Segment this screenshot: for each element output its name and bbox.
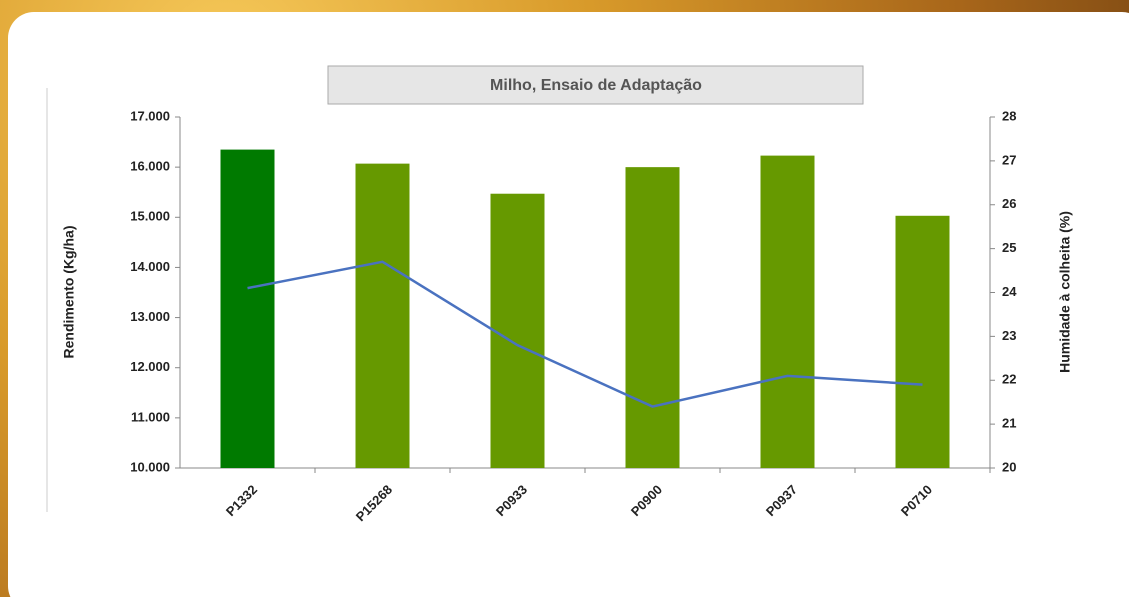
- bar: [221, 150, 275, 468]
- y-tick-label: 12.000: [130, 359, 170, 374]
- bar: [356, 164, 410, 468]
- y2-tick-label: 23: [1002, 328, 1016, 343]
- bar: [896, 216, 950, 468]
- y2-tick-label: 21: [1002, 416, 1016, 431]
- chart: Milho, Ensaio de Adaptação Rendimento (K…: [0, 0, 1129, 597]
- y2-tick-label: 22: [1002, 372, 1016, 387]
- y-axis-label: Rendimento (Kg/ha): [61, 226, 77, 359]
- y2-tick-label: 24: [1002, 284, 1017, 299]
- y-tick-label: 16.000: [130, 159, 170, 174]
- y2-tick-label: 26: [1002, 196, 1016, 211]
- y2-tick-label: 20: [1002, 459, 1016, 474]
- bar: [491, 194, 545, 468]
- y2-tick-label: 27: [1002, 152, 1016, 167]
- chart-title: Milho, Ensaio de Adaptação: [490, 77, 702, 94]
- y-tick-label: 15.000: [130, 209, 170, 224]
- y-tick-label: 14.000: [130, 259, 170, 274]
- bar: [626, 167, 680, 468]
- y2-tick-label: 28: [1002, 108, 1016, 123]
- y-tick-label: 13.000: [130, 309, 170, 324]
- y2-tick-label: 25: [1002, 240, 1016, 255]
- bar: [761, 156, 815, 468]
- y-tick-label: 17.000: [130, 108, 170, 123]
- y-tick-label: 11.000: [131, 409, 170, 424]
- y2-axis-label: Humidade à colheita (%): [1057, 211, 1073, 373]
- y-tick-label: 10.000: [130, 459, 170, 474]
